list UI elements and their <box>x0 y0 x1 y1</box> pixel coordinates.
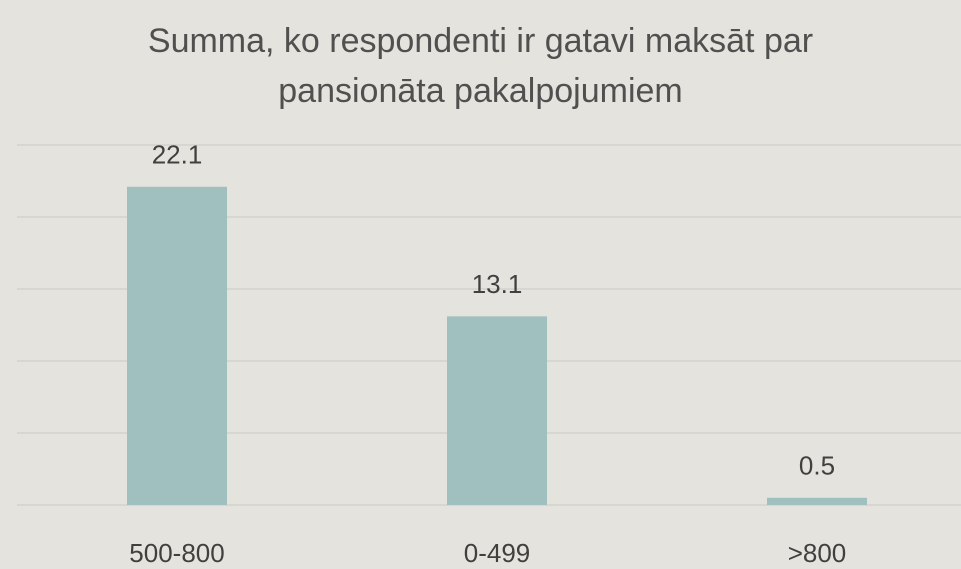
data-label: 13.1 <box>472 269 523 299</box>
bar <box>767 497 867 505</box>
x-tick-label: 500-800 <box>129 538 224 568</box>
bar <box>127 186 227 505</box>
bar <box>447 316 547 505</box>
data-label: 0.5 <box>799 451 835 481</box>
x-tick-label: 0-499 <box>464 538 531 568</box>
chart-title: Summa, ko respondenti ir gatavi maksāt p… <box>147 22 814 110</box>
x-tick-label: >800 <box>788 538 847 568</box>
data-label: 22.1 <box>152 140 203 170</box>
